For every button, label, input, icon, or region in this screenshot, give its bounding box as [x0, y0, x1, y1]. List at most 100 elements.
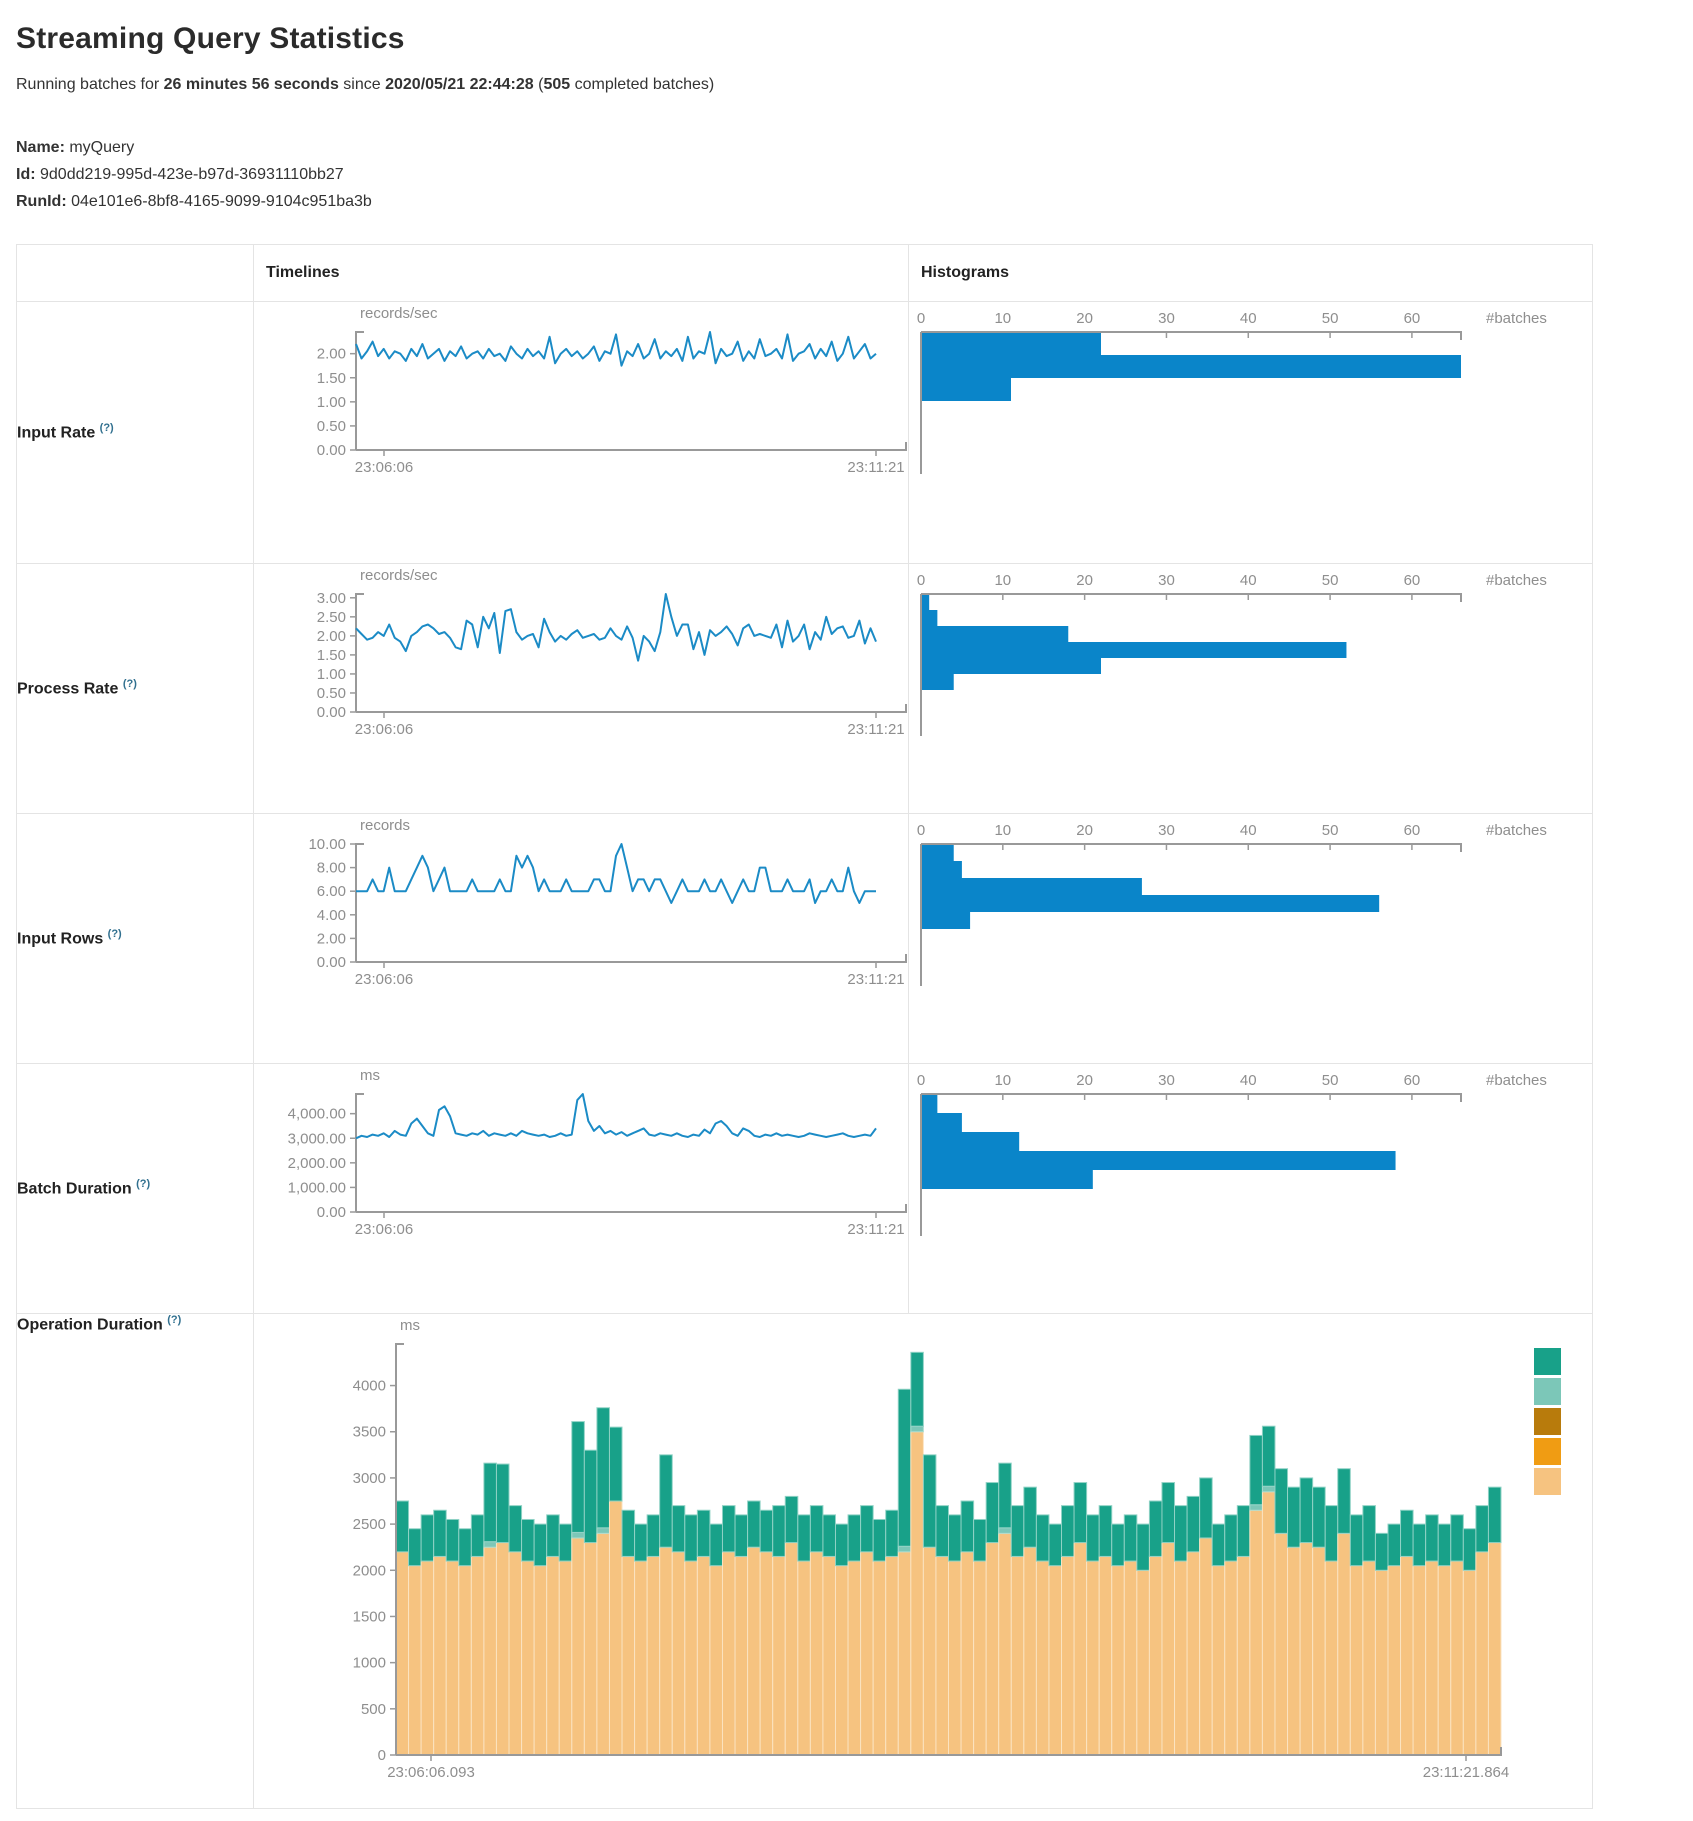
- svg-text:30: 30: [1158, 310, 1175, 327]
- svg-text:ms: ms: [400, 1317, 420, 1334]
- table-header-row: Timelines Histograms: [16, 243, 1593, 302]
- row-label-process-rate: Process Rate (?): [16, 562, 254, 814]
- svg-text:30: 30: [1158, 1072, 1175, 1089]
- legend-swatch: [1534, 1467, 1561, 1495]
- table-row: Input Rows (?) records 0.00 2.00 4.00 6.00 8.…: [16, 812, 1593, 1064]
- query-id-line: Id: 9d0dd219-995d-423e-b97d-36931110bb27: [16, 161, 1677, 188]
- svg-text:3,000.00: 3,000.00: [288, 1130, 346, 1147]
- svg-text:10: 10: [994, 310, 1011, 327]
- svg-text:4000: 4000: [353, 1377, 386, 1394]
- svg-text:23:11:21: 23:11:21: [847, 1221, 904, 1238]
- svg-text:0.50: 0.50: [317, 417, 346, 434]
- svg-text:40: 40: [1240, 822, 1257, 839]
- query-runid-value: 04e101e6-8bf8-4165-9099-9104c951ba3b: [66, 193, 372, 211]
- svg-text:20: 20: [1076, 310, 1093, 327]
- svg-text:#batches: #batches: [1486, 1072, 1547, 1089]
- svg-text:3000: 3000: [353, 1469, 386, 1486]
- svg-text:#batches: #batches: [1486, 310, 1547, 327]
- svg-text:2,000.00: 2,000.00: [288, 1154, 346, 1171]
- table-row: Operation Duration (?) ms 0 500 1000 1500 200…: [16, 1312, 1593, 1809]
- svg-text:4.00: 4.00: [317, 906, 346, 923]
- help-icon[interactable]: (?): [107, 927, 122, 940]
- query-id-value: 9d0dd219-995d-423e-b97d-36931110bb27: [35, 166, 344, 184]
- header-histograms: Histograms: [908, 243, 1593, 302]
- help-icon[interactable]: (?): [122, 677, 137, 690]
- svg-text:0: 0: [917, 1072, 925, 1089]
- legend-swatch: [1534, 1347, 1561, 1375]
- status-batch-count: 505: [543, 76, 571, 93]
- svg-text:3.00: 3.00: [317, 589, 346, 606]
- svg-text:30: 30: [1158, 822, 1175, 839]
- row-label-input-rows: Input Rows (?): [16, 812, 254, 1064]
- svg-text:1000: 1000: [353, 1654, 386, 1671]
- help-icon[interactable]: (?): [136, 1177, 151, 1190]
- status-suffix: completed batches): [570, 76, 715, 93]
- svg-text:#batches: #batches: [1486, 572, 1547, 589]
- query-id-label: Id:: [16, 166, 36, 184]
- svg-text:2.00: 2.00: [317, 345, 346, 362]
- svg-text:50: 50: [1322, 822, 1339, 839]
- svg-text:10.00: 10.00: [308, 836, 346, 853]
- legend-swatch: [1534, 1377, 1561, 1405]
- svg-text:3500: 3500: [353, 1423, 386, 1440]
- svg-text:30: 30: [1158, 572, 1175, 589]
- query-runid-line: RunId: 04e101e6-8bf8-4165-9099-9104c951b…: [16, 188, 1677, 215]
- row-label-batch-duration: Batch Duration (?): [16, 1062, 254, 1314]
- svg-text:40: 40: [1240, 1072, 1257, 1089]
- svg-text:0: 0: [378, 1747, 386, 1764]
- svg-text:23:11:21.864: 23:11:21.864: [1423, 1764, 1509, 1781]
- statistics-table: Timelines Histograms Input Rate (?) reco…: [16, 243, 1593, 1809]
- svg-text:records: records: [360, 817, 410, 834]
- query-metadata: Name: myQuery Id: 9d0dd219-995d-423e-b97…: [16, 134, 1677, 216]
- svg-text:60: 60: [1404, 822, 1421, 839]
- status-timestamp: 2020/05/21 22:44:28: [385, 76, 534, 93]
- svg-text:50: 50: [1322, 1072, 1339, 1089]
- status-since: since: [338, 76, 386, 93]
- svg-text:2500: 2500: [353, 1516, 386, 1533]
- svg-text:500: 500: [361, 1700, 386, 1717]
- batch-duration-histogram-chart: 0 10 20 30 40 50 60 #batches: [917, 1072, 1547, 1236]
- help-icon[interactable]: (?): [99, 421, 114, 434]
- svg-text:0.50: 0.50: [317, 685, 346, 702]
- svg-text:40: 40: [1240, 310, 1257, 327]
- query-runid-label: RunId:: [16, 193, 67, 211]
- svg-text:23:06:06: 23:06:06: [355, 459, 413, 476]
- svg-text:ms: ms: [360, 1067, 380, 1084]
- svg-text:0.00: 0.00: [317, 442, 346, 459]
- input-rows-timeline-chart: records 0.00 2.00 4.00 6.00 8.00 10.00 23:06:06…: [308, 817, 907, 988]
- svg-text:records/sec: records/sec: [360, 567, 438, 584]
- svg-text:50: 50: [1322, 310, 1339, 327]
- svg-text:6.00: 6.00: [317, 883, 346, 900]
- svg-text:60: 60: [1404, 572, 1421, 589]
- svg-text:60: 60: [1404, 1072, 1421, 1089]
- svg-text:records/sec: records/sec: [360, 305, 438, 322]
- svg-text:0.00: 0.00: [317, 1204, 346, 1221]
- svg-text:1500: 1500: [353, 1608, 386, 1625]
- svg-text:1,000.00: 1,000.00: [288, 1179, 346, 1196]
- svg-text:4,000.00: 4,000.00: [288, 1105, 346, 1122]
- svg-text:#batches: #batches: [1486, 822, 1547, 839]
- svg-text:0.00: 0.00: [317, 704, 346, 721]
- query-name-value: myQuery: [64, 139, 135, 156]
- process-rate-timeline-chart: records/sec 0.00 0.50 1.00 1.50 2.00 2.50 3.00 2…: [317, 567, 907, 738]
- input-rate-histogram-chart: 0 10 20 30 40 50 60 #batches: [917, 310, 1547, 474]
- svg-text:23:11:21: 23:11:21: [847, 459, 904, 476]
- svg-text:23:06:06: 23:06:06: [355, 721, 413, 738]
- svg-text:2.00: 2.00: [317, 627, 346, 644]
- svg-text:23:06:06: 23:06:06: [355, 971, 413, 988]
- status-prefix: Running batches for: [16, 76, 164, 93]
- row-label-operation-duration: Operation Duration (?): [16, 1312, 254, 1809]
- query-name-line: Name: myQuery: [16, 134, 1677, 161]
- svg-text:20: 20: [1076, 822, 1093, 839]
- svg-text:50: 50: [1322, 572, 1339, 589]
- help-icon[interactable]: (?): [167, 1313, 182, 1326]
- table-row: Batch Duration (?) ms 0.00 1,000.00 2,000.0…: [16, 1062, 1593, 1314]
- svg-text:40: 40: [1240, 572, 1257, 589]
- svg-text:1.00: 1.00: [317, 393, 346, 410]
- svg-text:60: 60: [1404, 310, 1421, 327]
- svg-text:10: 10: [994, 822, 1011, 839]
- table-row: Process Rate (?) records/sec 0.00 0.50 1.00…: [16, 562, 1593, 814]
- svg-text:23:06:06: 23:06:06: [355, 1221, 413, 1238]
- page-title: Streaming Query Statistics: [16, 22, 405, 55]
- svg-text:1.50: 1.50: [317, 646, 346, 663]
